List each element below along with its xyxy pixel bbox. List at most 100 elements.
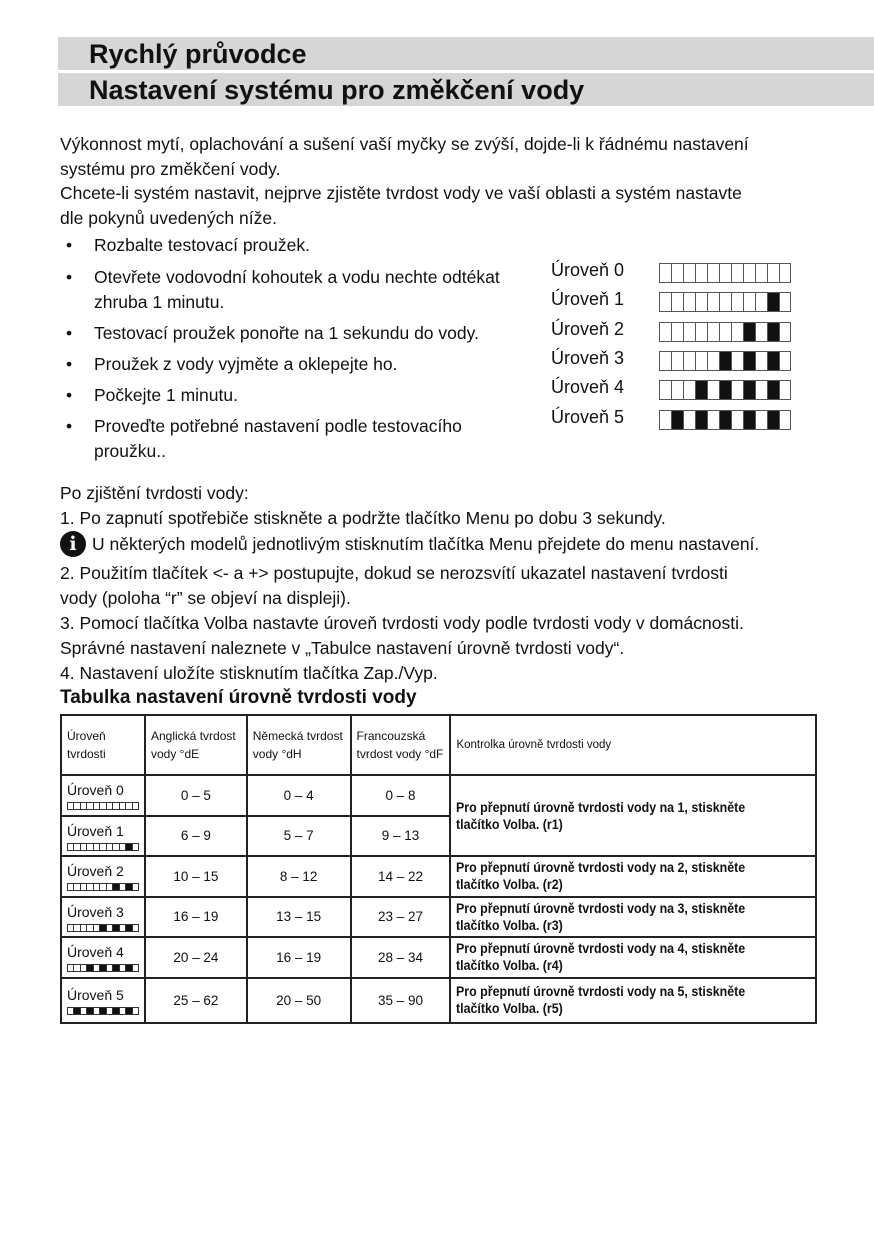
step-3-cont: Správné nastavení naleznete v „Tabulce n…	[60, 638, 625, 658]
dH-cell: 0 – 4	[245, 774, 352, 817]
hardness-table: Úroveň tvrdosti Anglická tvrdost vody °dE…	[60, 714, 817, 1024]
column-header: Anglická tvrdost vody °dE	[144, 714, 248, 776]
step-2-cont: vody (poloha “r” se objeví na displeji).	[60, 588, 351, 608]
strip-cell	[87, 1008, 94, 1014]
strip-cell	[660, 293, 672, 312]
strip-cell	[756, 293, 768, 312]
dE-cell: 6 – 9	[144, 814, 248, 857]
strip-cell	[133, 1008, 138, 1014]
strip-cell	[768, 381, 780, 400]
intro-line: dle pokynů uvedených níže.	[60, 208, 277, 228]
strip-cell	[696, 322, 708, 341]
bullet-item: • Počkejte 1 minutu.	[66, 383, 536, 408]
bullet-text: Otevřete vodovodní kohoutek a vodu necht…	[94, 267, 500, 287]
strip-cell	[780, 411, 790, 429]
table-row: Úroveň 2 10 – 15 8 – 12 14 – 22 Pro přepnut…	[60, 855, 817, 898]
strip-cell	[780, 381, 790, 399]
title-quick-guide: Rychlý průvodce	[58, 37, 874, 70]
strip-cell	[756, 264, 768, 282]
mini-strip	[67, 923, 139, 932]
strip-cell	[684, 264, 696, 282]
strip-cell	[113, 843, 120, 850]
strip-cell	[696, 381, 708, 400]
indicator-text: Pro přepnutí úrovně tvrdosti vody na 1, …	[456, 799, 746, 832]
strip-cell	[708, 351, 720, 370]
mini-strip	[67, 883, 139, 892]
steps-intro: Po zjištění tvrdosti vody:	[60, 483, 249, 503]
bullet-text: Testovací proužek ponořte na 1 sekundu d…	[94, 323, 479, 343]
strip-cell	[708, 322, 720, 341]
strip-level-label: Úroveň 4	[551, 377, 625, 398]
mini-strip	[67, 842, 139, 851]
dE-cell: 25 – 62	[144, 976, 248, 1024]
strip-cell	[708, 293, 720, 312]
test-strip	[659, 263, 791, 283]
strip-cell	[744, 381, 756, 400]
strip-cell	[81, 924, 88, 931]
strip-cell	[720, 264, 732, 282]
bullet-text: zhruba 1 minutu.	[94, 292, 225, 312]
strip-cell	[87, 924, 94, 931]
intro-line: Výkonnost mytí, oplachování a sušení vaš…	[60, 134, 749, 154]
mini-strip	[67, 964, 139, 973]
strip-cell	[120, 965, 127, 972]
strip-cell	[113, 803, 120, 810]
strip-cell	[744, 264, 756, 282]
strip-cell	[100, 843, 107, 850]
strip-cell	[68, 1008, 75, 1014]
table-header-row: Úroveň tvrdosti Anglická tvrdost vody °dE…	[60, 714, 817, 776]
bullet-icon: •	[66, 354, 73, 374]
strip-cell	[660, 264, 672, 282]
strip-cell	[744, 410, 756, 429]
strip-cell	[720, 351, 732, 370]
dE-cell: 10 – 15	[144, 855, 248, 898]
strip-cell	[68, 843, 75, 850]
dH-cell: 16 – 19	[245, 936, 352, 979]
strip-cell	[660, 381, 672, 400]
bullet-icon: •	[66, 235, 73, 255]
indicator-cell: Pro přepnutí úrovně tvrdosti vody na 4, …	[449, 936, 817, 979]
bullet-text: Proužek z vody vyjměte a oklepejte ho.	[94, 354, 398, 374]
strip-cell	[756, 381, 768, 400]
table-row: Úroveň 4 20 – 24 16 – 19 28 – 34 Pro přepnu…	[60, 936, 817, 979]
indicator-text: Pro přepnutí úrovně tvrdosti vody na 5, …	[456, 984, 746, 1016]
level-cell: Úroveň 2	[60, 855, 146, 898]
strip-cell	[768, 410, 780, 429]
bullet-icon: •	[66, 416, 73, 436]
strip-cell	[732, 293, 744, 312]
strip-cell	[133, 925, 138, 931]
strip-cell	[672, 351, 684, 370]
strip-cell	[107, 965, 114, 972]
strip-level-label: Úroveň 0	[551, 260, 625, 280]
dF-cell: 9 – 13	[349, 814, 452, 857]
strip-cell	[768, 293, 780, 312]
strip-cell	[660, 322, 672, 341]
indicator-text: Pro přepnutí úrovně tvrdosti vody na 3, …	[456, 900, 746, 933]
strip-cell	[113, 1008, 120, 1014]
strip-cell	[780, 293, 790, 311]
intro-line: Chcete-li systém nastavit, nejprve zjist…	[60, 183, 742, 203]
strip-cell	[100, 965, 107, 972]
strip-cell	[126, 965, 133, 972]
strip-cell	[780, 323, 790, 341]
strip-cell	[100, 1008, 107, 1014]
strip-cell	[133, 803, 138, 809]
step-1: 1. Po zapnutí spotřebiče stiskněte a pod…	[60, 508, 666, 528]
dF-cell: 23 – 27	[349, 895, 452, 938]
test-strip	[659, 380, 791, 401]
strip-cell	[672, 381, 684, 400]
strip-cell	[684, 351, 696, 370]
strip-cell	[94, 843, 101, 850]
level-label: Úroveň 0	[67, 782, 124, 799]
strip-cell	[780, 352, 790, 370]
bullet-item: • Proveďte potřebné nastavení podle testo…	[66, 414, 536, 464]
dE-cell: 16 – 19	[144, 895, 248, 938]
strip-cell	[780, 264, 790, 282]
strip-cell	[768, 264, 780, 282]
dF-cell: 28 – 34	[349, 936, 452, 979]
strip-cell	[81, 884, 88, 891]
level-label: Úroveň 2	[67, 863, 124, 880]
strip-cell	[74, 924, 81, 931]
dF-cell: 14 – 22	[349, 855, 452, 898]
